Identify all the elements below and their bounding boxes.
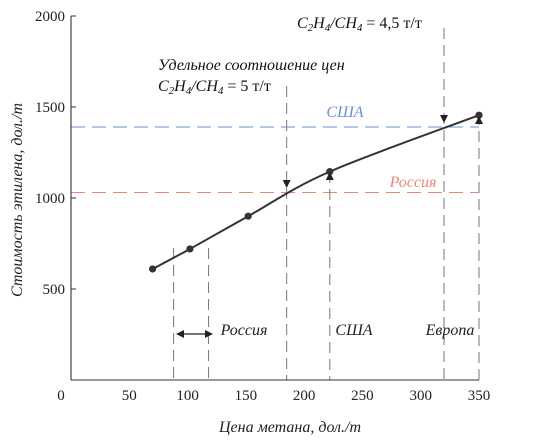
ref-label-usa: США: [326, 104, 363, 121]
data-point-3: [326, 168, 334, 176]
data-point-0: [149, 265, 157, 273]
x-tick-label-1: 50: [122, 388, 137, 404]
data-point-2: [244, 212, 252, 220]
x-tick-label-3: 150: [235, 388, 258, 404]
annotation-ratio-45: C2H4/CH4 = 4,5 т/т: [297, 15, 422, 34]
reference-lines: [71, 126, 479, 194]
x-tick-label-7: 350: [468, 388, 491, 404]
region-label-russia: Россия: [220, 322, 268, 339]
y-tick-label-2: 1500: [35, 100, 65, 116]
range-arrow-right: [205, 330, 213, 338]
vline-markers: [282, 115, 483, 188]
y-tick-label-3: 2000: [35, 9, 65, 25]
y-tick-label-1: 1000: [35, 191, 65, 207]
vertical-guides: [173, 28, 480, 380]
data-point-4: [475, 111, 483, 119]
triangle-up-marker-3: [325, 172, 334, 180]
series-line-0: [152, 114, 480, 270]
data-series: [149, 111, 483, 273]
arrow-down-marker-4: [440, 115, 449, 123]
x-tick-label-4: 200: [293, 388, 316, 404]
x-tick-label-6: 300: [409, 388, 432, 404]
triangle-up-marker-5: [475, 116, 483, 124]
svg-text:C2H4/CH4 = 4,5 т/т: C2H4/CH4 = 4,5 т/т: [297, 15, 422, 34]
svg-text:США: США: [326, 104, 363, 121]
arrow-down-marker-2: [282, 180, 291, 188]
svg-text:C2H4/CH4 = 5 т/т: C2H4/CH4 = 5 т/т: [158, 78, 271, 97]
svg-text:Удельное соотношение цен: Удельное соотношение цен: [158, 57, 345, 74]
range-double-arrow: [176, 330, 213, 338]
ref-label-russia: Россия: [389, 174, 437, 191]
data-point-1: [186, 245, 194, 253]
region-label-usa: США: [335, 322, 372, 339]
region-label-europe: Европа: [425, 322, 475, 339]
y-tick-label-0: 500: [43, 282, 66, 298]
range-arrow-left: [176, 330, 184, 338]
annotation-ratio-5: Удельное соотношение цен C2H4/CH4 = 5 т/…: [158, 57, 345, 97]
svg-text:Россия: Россия: [389, 174, 437, 191]
y-axis-title: Стоимость этилена, дол./т: [9, 103, 26, 297]
x-axis-title: Цена метана, дол./т: [218, 419, 361, 436]
region-labels: Россия США Европа: [220, 322, 475, 339]
x-tick-label-2: 100: [176, 388, 199, 404]
x-tick-label-5: 250: [351, 388, 374, 404]
tick-labels: 0 50 100 150 200 250 300 350 500 1000 1500 2000: [35, 9, 490, 404]
x-tick-label-0: 0: [57, 388, 65, 404]
